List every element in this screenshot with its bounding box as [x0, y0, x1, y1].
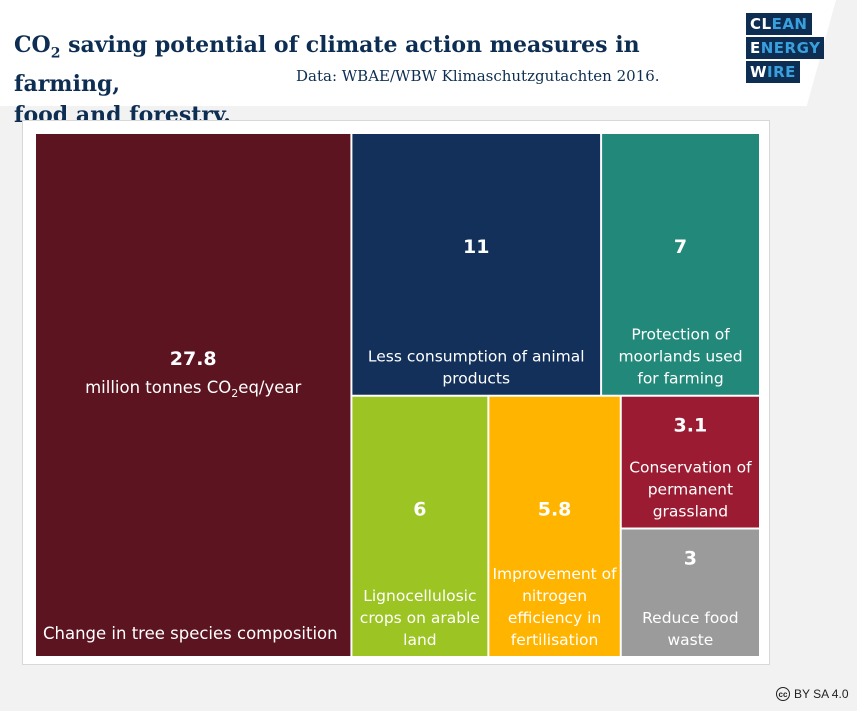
treemap-tile-rect	[352, 134, 601, 395]
clean-energy-wire-logo[interactable]: CLEAN ENERGY WIRE	[746, 13, 825, 85]
treemap-tile-rect	[602, 134, 759, 395]
title-subscript: 2	[50, 45, 61, 62]
tile-value: 27.8	[170, 348, 217, 370]
logo-text: CL	[750, 15, 772, 33]
tile-label: Protection of moorlands used for farming	[618, 326, 742, 388]
tile-value: 3.1	[674, 415, 708, 437]
chart-title: CO2 saving potential of climate action m…	[14, 30, 714, 131]
treemap-tile-rect	[621, 396, 759, 528]
title-co: CO	[14, 32, 51, 58]
tile-value: 3	[684, 548, 697, 570]
logo-line-energy: ENERGY	[746, 37, 825, 59]
tile-label: Reduce food waste	[642, 609, 739, 649]
treemap-tile: 7 Protection of moorlands used for farming	[602, 134, 759, 395]
logo-text: IRE	[767, 63, 796, 81]
tile-value: 7	[674, 236, 687, 258]
header-card	[0, 0, 836, 106]
logo-text: EAN	[771, 15, 808, 33]
treemap-tile-rect	[621, 529, 759, 656]
logo-text: NERGY	[760, 39, 821, 57]
tile-value: 11	[463, 236, 489, 258]
treemap-tile-rect	[36, 134, 351, 656]
logo-text: E	[750, 39, 761, 57]
logo-line-wire: WIRE	[746, 61, 800, 83]
license-badge[interactable]: cc BY SA 4.0	[776, 687, 849, 701]
tile-value: 5.8	[538, 499, 572, 521]
unit-label: million tonnes CO2eq/year	[85, 378, 301, 400]
treemap-tile: 6 Lignocellulosic crops on arable land	[352, 396, 488, 656]
tile-value: 6	[413, 499, 426, 521]
treemap-tile-rect	[489, 396, 620, 656]
tile-label: Improvement of nitrogen efficiency in ferti…	[492, 565, 617, 649]
title-rest: saving potential of climate action measu…	[14, 32, 640, 98]
creative-commons-icon: cc	[776, 687, 790, 701]
treemap-tile: 11 Less consumption of animal products	[352, 134, 601, 395]
chart-frame: 27.8 million tonnes CO2eq/year Change in t…	[22, 120, 770, 665]
treemap-tile: 3.1 Conservation of permanent grassland	[621, 396, 759, 528]
tile-label: Lignocellulosic crops on arable land	[360, 587, 480, 649]
logo-text: W	[750, 63, 768, 81]
tile-label: Conservation of permanent grassland	[629, 459, 752, 521]
treemap-tile: 5.8 Improvement of nitrogen efficiency in fe…	[489, 396, 620, 656]
tile-label: Change in tree species composition	[43, 624, 338, 643]
license-text: BY SA 4.0	[794, 687, 849, 701]
tile-label: Less consumption of animal products	[368, 348, 585, 388]
logo-line-clean: CLEAN	[746, 13, 812, 35]
treemap-tile-rect	[352, 396, 488, 656]
treemap-chart: 27.8 million tonnes CO2eq/year Change in t…	[36, 134, 759, 656]
data-source: Data: WBAE/WBW Klimaschutzgutachten 2016…	[296, 67, 660, 85]
treemap-tile: 3 Reduce food waste	[621, 529, 759, 656]
treemap-tile: 27.8 million tonnes CO2eq/year Change in t…	[36, 134, 351, 656]
